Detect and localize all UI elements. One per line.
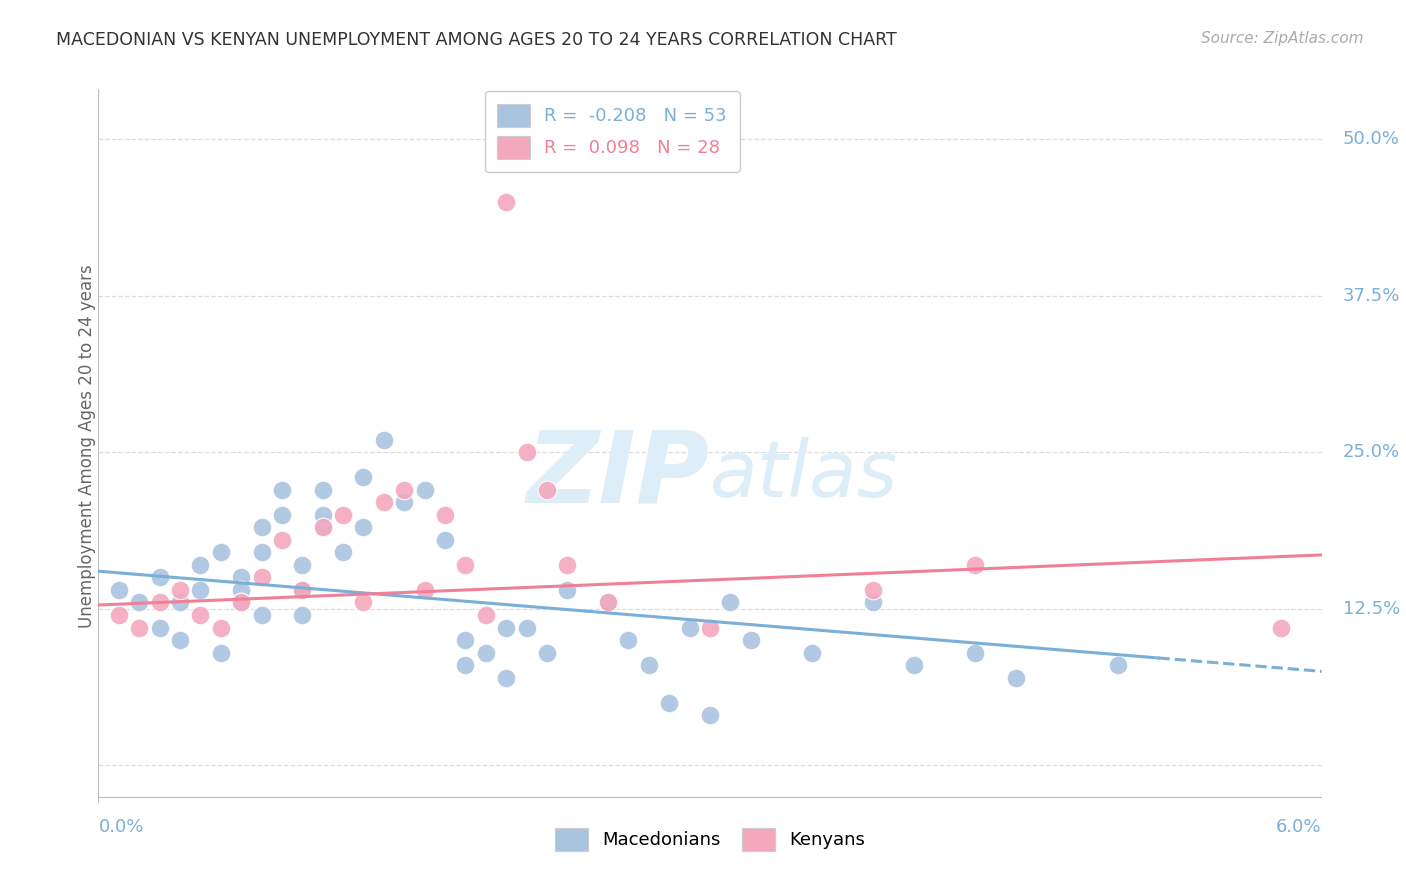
Point <box>128 595 150 609</box>
Point <box>495 194 517 209</box>
Point <box>188 582 212 597</box>
Point <box>373 433 395 447</box>
Point <box>495 671 517 685</box>
Point <box>291 607 314 622</box>
Point <box>291 558 314 572</box>
Y-axis label: Unemployment Among Ages 20 to 24 years: Unemployment Among Ages 20 to 24 years <box>79 264 96 628</box>
Point <box>903 658 925 673</box>
Text: 12.5%: 12.5% <box>1343 599 1400 618</box>
Point <box>149 595 172 609</box>
Point <box>291 582 314 597</box>
Point <box>598 595 620 609</box>
Point <box>169 582 191 597</box>
Point <box>1270 621 1292 635</box>
Point <box>536 646 558 660</box>
Point <box>231 595 253 609</box>
Point <box>209 621 232 635</box>
Point <box>250 520 273 534</box>
Point <box>373 495 395 509</box>
Point <box>454 558 477 572</box>
Point <box>699 708 721 723</box>
Point <box>433 508 456 522</box>
Point <box>311 520 335 534</box>
Point <box>250 545 273 559</box>
Point <box>188 607 212 622</box>
Legend: Macedonians, Kenyans: Macedonians, Kenyans <box>548 821 872 858</box>
Point <box>169 633 191 648</box>
Text: MACEDONIAN VS KENYAN UNEMPLOYMENT AMONG AGES 20 TO 24 YEARS CORRELATION CHART: MACEDONIAN VS KENYAN UNEMPLOYMENT AMONG … <box>56 31 897 49</box>
Point <box>1107 658 1129 673</box>
Point <box>311 520 335 534</box>
Text: 50.0%: 50.0% <box>1343 130 1399 148</box>
Text: ZIP: ZIP <box>527 426 710 523</box>
Point <box>128 621 150 635</box>
Point <box>231 570 253 584</box>
Point <box>598 595 620 609</box>
Point <box>413 483 436 497</box>
Text: 25.0%: 25.0% <box>1343 443 1400 461</box>
Point <box>454 633 477 648</box>
Point <box>149 621 172 635</box>
Point <box>495 621 517 635</box>
Point <box>169 595 191 609</box>
Point <box>699 621 721 635</box>
Point <box>454 658 477 673</box>
Point <box>433 533 456 547</box>
Point <box>862 582 884 597</box>
Text: atlas: atlas <box>710 436 898 513</box>
Point <box>108 607 131 622</box>
Point <box>250 570 273 584</box>
Point <box>516 621 538 635</box>
Point <box>311 508 335 522</box>
Point <box>963 558 986 572</box>
Point <box>188 558 212 572</box>
Point <box>555 558 579 572</box>
Point <box>392 495 416 509</box>
Point <box>149 570 172 584</box>
Point <box>209 646 232 660</box>
Point <box>637 658 661 673</box>
Point <box>332 545 354 559</box>
Text: Source: ZipAtlas.com: Source: ZipAtlas.com <box>1201 31 1364 46</box>
Point <box>291 582 314 597</box>
Point <box>474 646 498 660</box>
Point <box>352 595 374 609</box>
Point <box>679 621 702 635</box>
Point <box>311 483 335 497</box>
Text: 6.0%: 6.0% <box>1277 818 1322 836</box>
Point <box>250 607 273 622</box>
Point <box>555 582 579 597</box>
Point <box>474 607 498 622</box>
Point <box>963 646 986 660</box>
Point <box>352 470 374 484</box>
Text: 0.0%: 0.0% <box>98 818 143 836</box>
Point <box>270 508 292 522</box>
Point <box>740 633 762 648</box>
Point <box>392 483 416 497</box>
Point <box>1004 671 1026 685</box>
Point <box>270 533 292 547</box>
Text: 37.5%: 37.5% <box>1343 286 1400 305</box>
Point <box>413 582 436 597</box>
Point <box>108 582 131 597</box>
Point <box>536 483 558 497</box>
Point <box>231 582 253 597</box>
Point <box>332 508 354 522</box>
Point <box>231 595 253 609</box>
Point <box>516 445 538 459</box>
Point <box>718 595 742 609</box>
Point <box>209 545 232 559</box>
Point <box>658 696 681 710</box>
Point <box>617 633 640 648</box>
Point <box>270 483 292 497</box>
Point <box>801 646 824 660</box>
Point <box>862 595 884 609</box>
Point <box>352 520 374 534</box>
